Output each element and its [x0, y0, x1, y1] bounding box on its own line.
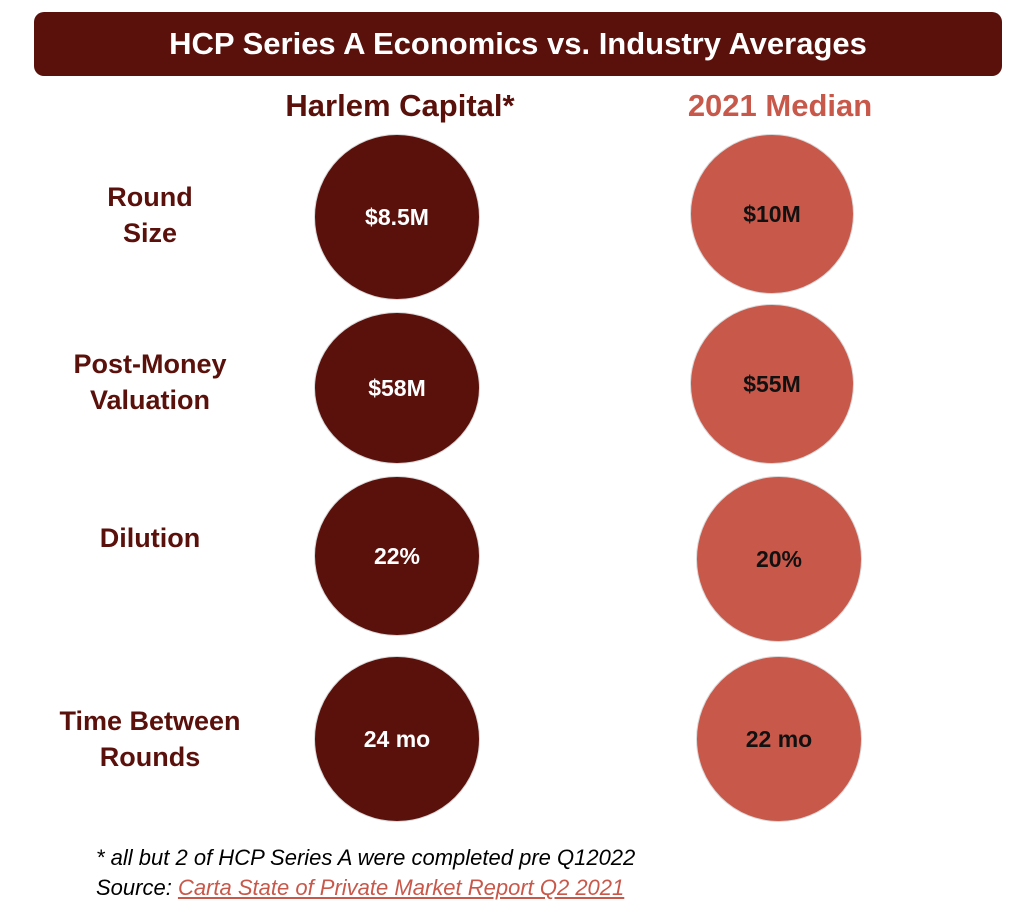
row-label-line: Round [107, 182, 193, 212]
hcp-time-between-rounds-circle: 24 mo [314, 656, 480, 822]
row-label-line: Time Between [59, 706, 241, 736]
row-label-line: Valuation [89, 385, 211, 415]
source-prefix: Source: [96, 875, 178, 900]
hcp-dilution-circle: 22% [314, 476, 480, 636]
footnote: * all but 2 of HCP Series A were complet… [96, 843, 635, 903]
row-label-time-between-rounds: Time Between Rounds [20, 703, 280, 775]
source-link[interactable]: Carta State of Private Market Report Q2 … [177, 875, 625, 900]
page-title: HCP Series A Economics vs. Industry Aver… [34, 12, 1002, 76]
median-round-size-circle: $10M [690, 134, 854, 294]
row-label-round-size: Round Size [20, 179, 280, 251]
hcp-valuation-circle: $58M [314, 312, 480, 464]
row-label-post-money-valuation: Post-Money Valuation [20, 346, 280, 418]
footnote-note: * all but 2 of HCP Series A were complet… [96, 845, 636, 870]
column-header-2021-median: 2021 Median [687, 88, 873, 123]
footnote-source: Source: Carta State of Private Market Re… [96, 873, 635, 903]
row-label-line: Dilution [99, 523, 201, 553]
median-time-between-rounds-circle: 22 mo [696, 656, 862, 822]
median-valuation-circle: $55M [690, 304, 854, 464]
row-label-line: Size [122, 218, 178, 248]
column-header-harlem-capital: Harlem Capital* [285, 88, 515, 123]
row-label-line: Post-Money [73, 349, 227, 379]
hcp-round-size-circle: $8.5M [314, 134, 480, 300]
row-label-line: Rounds [99, 742, 201, 772]
row-label-dilution: Dilution [20, 520, 280, 556]
median-dilution-circle: 20% [696, 476, 862, 642]
